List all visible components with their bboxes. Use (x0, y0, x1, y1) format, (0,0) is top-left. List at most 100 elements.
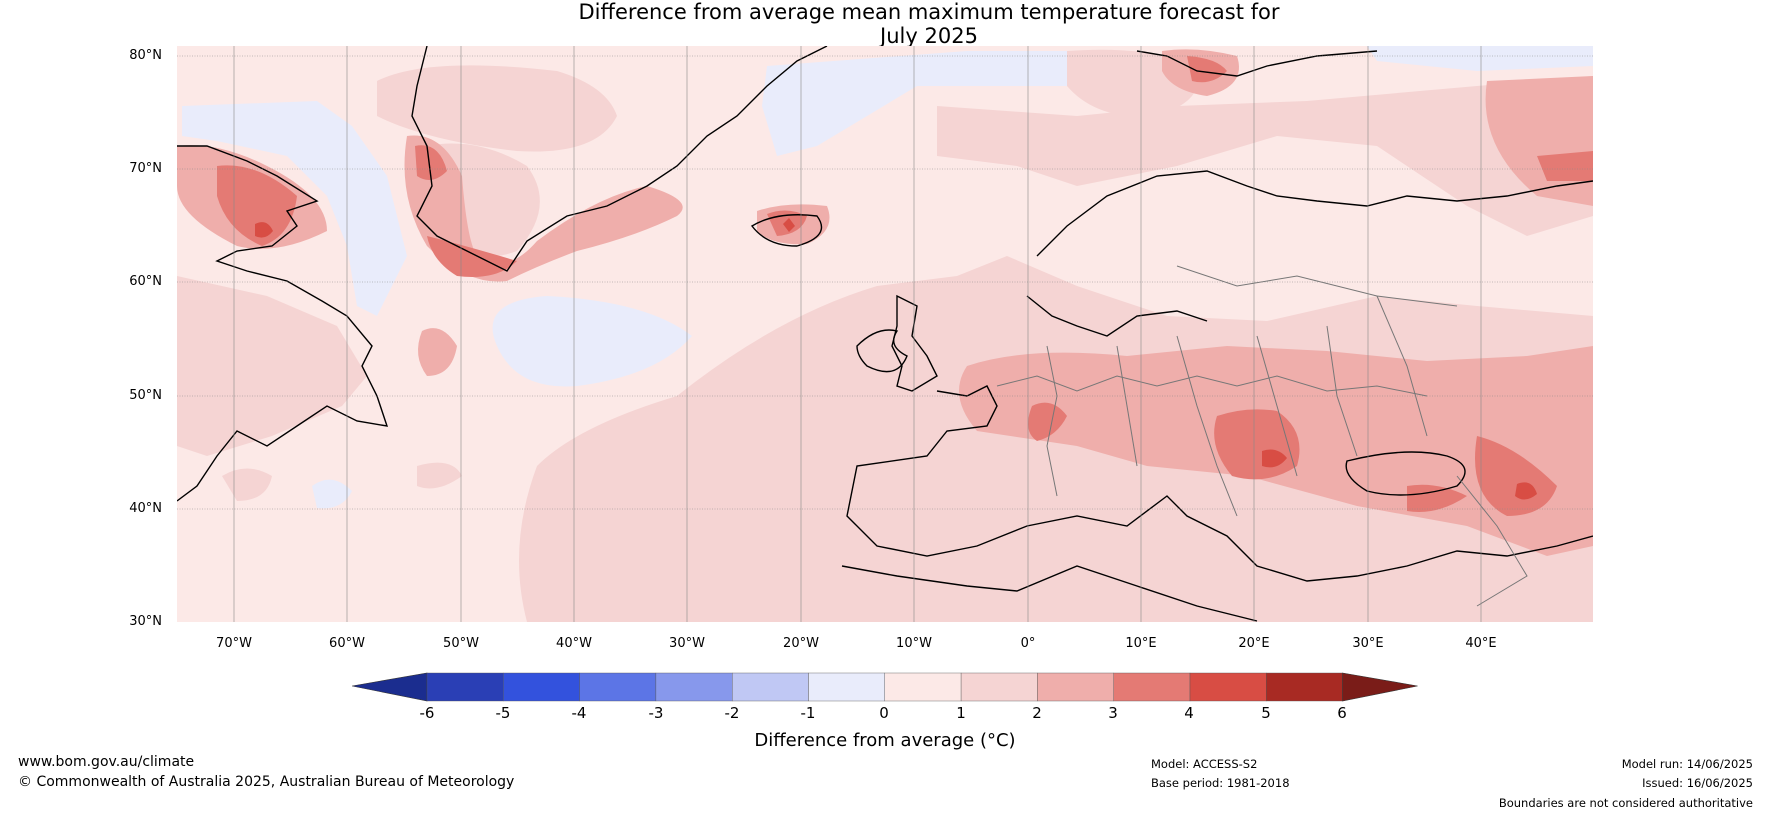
warm-spot-svalbard (1187, 56, 1227, 83)
title-line-2: July 2025 (880, 24, 978, 48)
lon-label-10w: 10°W (896, 636, 932, 651)
coast-britain (891, 294, 938, 392)
colorbar-extend-high (1342, 672, 1418, 702)
colorbar-cell (960, 672, 1038, 702)
border-line-5 (1256, 335, 1298, 477)
lon-label-30e: 30°E (1352, 636, 1384, 651)
hot-spot-baffin (255, 222, 273, 238)
colorbar-tick: 5 (1261, 704, 1271, 722)
lon-label-10e: 10°E (1125, 636, 1157, 651)
coast-mediterranean (846, 385, 1593, 582)
colorbar-cell (579, 672, 657, 702)
colorbar-tick: 6 (1337, 704, 1347, 722)
colorbar-cell (1113, 672, 1191, 702)
lon-label-30w: 30°W (669, 636, 705, 651)
colorbar-cell (655, 672, 733, 702)
warm-region-atlantic-spot (418, 328, 457, 376)
lon-label-50w: 50°W (443, 636, 479, 651)
disclaimer-text: Boundaries are not considered authoritat… (1498, 796, 1753, 810)
border-line-7 (1376, 295, 1428, 437)
cool-region-arctic (1367, 46, 1593, 71)
warm-region-small-west (222, 468, 272, 501)
coast-baltic (1026, 295, 1208, 337)
lon-label-20e: 20°E (1238, 636, 1270, 651)
colorbar-tick: 2 (1032, 704, 1042, 722)
cool-anomaly-regions (182, 46, 1593, 509)
border-line-9 (1456, 475, 1528, 607)
coast-north-america (177, 145, 389, 502)
colorbar (352, 672, 1418, 702)
colorbar-tick: -5 (495, 704, 511, 722)
lat-label-50n: 50°N (129, 388, 162, 403)
colorbar-label: Difference from average (°C) (754, 730, 1016, 751)
lon-label-70w: 70°W (216, 636, 252, 651)
border-line-2 (1046, 345, 1058, 497)
coast-iceland (750, 214, 823, 247)
coast-north-africa (841, 565, 1258, 622)
colorbar-cell (503, 672, 580, 702)
coast-black-sea (1345, 451, 1466, 496)
cool-region-small (312, 479, 352, 509)
colorbar-tick: 3 (1108, 704, 1118, 722)
coast-ireland (856, 329, 908, 373)
forecast-map (177, 46, 1593, 622)
issued-text: Issued: 16/06/2025 (1642, 776, 1753, 790)
colorbar-tick: 1 (956, 704, 966, 722)
border-line-8 (1176, 265, 1458, 307)
colorbar-cell (884, 672, 962, 702)
colorbar-tick: 4 (1184, 704, 1194, 722)
hot-spot-balkans (1262, 449, 1287, 468)
warm-spot-ural (1537, 151, 1593, 181)
lat-label-60n: 60°N (129, 274, 162, 289)
colorbar-tick: -3 (648, 704, 664, 722)
colorbar-cell (426, 672, 504, 702)
country-borders (996, 265, 1528, 607)
hot-spot-caucasus (1515, 482, 1537, 500)
copyright-text: © Commonwealth of Australia 2025, Austra… (18, 774, 515, 790)
model-text: Model: ACCESS-S2 (1151, 757, 1258, 771)
warm-spot-baffin (217, 165, 297, 246)
lon-label-40e: 40°E (1465, 636, 1497, 651)
warm-region-small-mid (417, 462, 462, 489)
warm-spot-france (1028, 402, 1067, 441)
cool-region-greenland-sea (762, 51, 1077, 156)
lon-label-0: 0° (1020, 636, 1036, 651)
warm-region-barents (937, 76, 1593, 236)
title-line-1: Difference from average mean maximum tem… (578, 0, 1280, 24)
colorbar-tick: 0 (879, 704, 889, 722)
lon-label-20w: 20°W (783, 636, 819, 651)
cool-region-baffin (182, 101, 407, 316)
website-link[interactable]: www.bom.gov.au/climate (18, 754, 195, 770)
lat-label-70n: 70°N (129, 161, 162, 176)
warm-anomaly-4-5 (255, 218, 1537, 500)
warm-spot-greenland-east (415, 145, 447, 180)
colorbar-cell (1037, 672, 1114, 702)
colorbar-cells (352, 672, 1418, 702)
coast-scandinavia (1036, 170, 1593, 257)
warm-spot-balkans (1214, 409, 1300, 480)
gridlines-lon (233, 46, 1482, 622)
colorbar-tick: -6 (419, 704, 435, 722)
colorbar-extend-low (352, 672, 428, 702)
colorbar-tick: -1 (800, 704, 816, 722)
border-line-4 (1176, 335, 1238, 517)
warm-spot-turkey (1407, 484, 1467, 512)
warm-region-greenland-north (377, 65, 617, 152)
colorbar-cell (1266, 672, 1343, 702)
warm-spot-greenland-south (427, 236, 517, 277)
model-run-text: Model run: 14/06/2025 (1621, 757, 1753, 771)
lat-label-40n: 40°N (129, 501, 162, 516)
coastlines (177, 46, 1593, 622)
colorbar-tick: -4 (571, 704, 587, 722)
cool-region-atlantic (492, 296, 692, 387)
gridlines-lat (177, 55, 1593, 510)
map-canvas (177, 46, 1593, 622)
lon-label-60w: 60°W (329, 636, 365, 651)
coast-greenland (411, 46, 828, 272)
lon-label-40w: 40°W (556, 636, 592, 651)
map-title: Difference from average mean maximum tem… (0, 0, 1770, 48)
border-line-1 (996, 375, 1428, 397)
lat-label-30n: 30°N (129, 614, 162, 629)
colorbar-cell (808, 672, 886, 702)
warm-spot-caucasus (1475, 436, 1557, 516)
